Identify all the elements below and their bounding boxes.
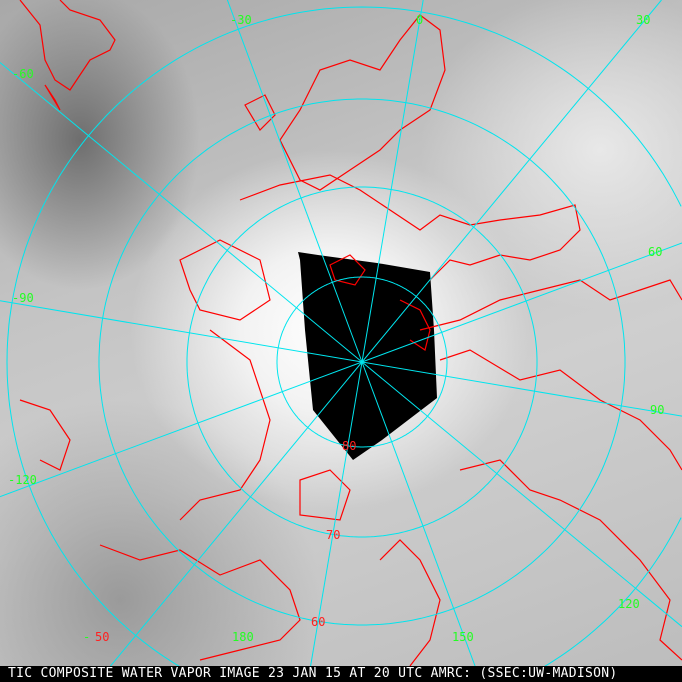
lon-label-0: 0 [416, 13, 424, 27]
meridian--60 [0, 62, 363, 363]
coastline-greenland-east [44, 84, 61, 111]
coastline-scandinavia [279, 14, 446, 191]
meridian-60 [361, 242, 682, 363]
latitude-circle-60 [98, 98, 626, 626]
lon-label-minus-120: -120 [8, 473, 37, 487]
lon-label-180: 180 [232, 630, 254, 644]
lat-label-70: 70 [326, 528, 341, 542]
coastline-greenland-north [399, 299, 431, 351]
coastline-kamchatka [379, 539, 441, 667]
meridian-90 [361, 361, 682, 417]
lon-label-dash: - [83, 630, 91, 644]
lat-label-50: 50 [95, 630, 110, 644]
lat-label-80: 80 [342, 439, 357, 453]
coastline-canada-arctic [179, 239, 271, 321]
coastline-alaska [99, 544, 301, 661]
meridian-120 [361, 361, 682, 628]
coastline-canada-islands [299, 469, 351, 521]
lon-label-120: 120 [618, 597, 640, 611]
meridian-150 [361, 361, 482, 682]
lon-label-minus-60: -60 [12, 67, 34, 81]
latitude-circle-80 [276, 276, 448, 448]
lon-label-minus-90: -90 [12, 291, 34, 305]
coastline-siberia-east [439, 349, 682, 471]
meridian--180 [307, 361, 363, 682]
coastline-labrador [19, 399, 71, 471]
coastlines [19, 0, 682, 667]
meridian--30 [226, 0, 363, 363]
coastline-greenland [19, 0, 116, 91]
meridian-0 [361, 0, 424, 363]
lon-label-150: 150 [452, 630, 474, 644]
coastline-russia-north [239, 174, 581, 281]
coastline-alaska-chukotka [459, 459, 682, 661]
lat-label-60: 60 [311, 615, 326, 629]
coastline-siberia [419, 279, 682, 331]
latitude-circle-70 [186, 186, 538, 538]
lon-label-minus-30: -30 [230, 13, 252, 27]
meridian--120 [0, 361, 363, 498]
lon-label-90: 90 [650, 403, 665, 417]
image-caption: TIC COMPOSITE WATER VAPOR IMAGE 23 JAN 1… [0, 666, 682, 682]
meridian--150 [96, 361, 363, 682]
lon-label-60: 60 [648, 245, 663, 259]
lon-label-30: 30 [636, 13, 651, 27]
coastline-hudson [179, 329, 271, 521]
meridian-30 [361, 0, 662, 363]
latitude-circle-50 [6, 6, 682, 682]
meridian--90 [0, 300, 363, 363]
